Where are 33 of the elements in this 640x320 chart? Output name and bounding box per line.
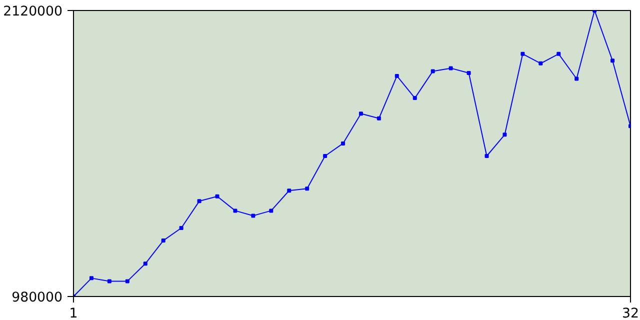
point: [484, 154, 489, 158]
point: [143, 262, 148, 266]
x-tick-label: 32: [622, 306, 639, 320]
point: [448, 66, 453, 70]
point: [125, 279, 130, 284]
point: [233, 208, 238, 213]
point: [161, 238, 166, 243]
point: [538, 61, 543, 66]
point: [251, 214, 256, 218]
point: [215, 194, 220, 198]
point: [358, 112, 363, 116]
point: [107, 279, 112, 284]
point: [430, 69, 435, 74]
point: [89, 276, 94, 280]
point: [305, 186, 310, 191]
point: [323, 154, 328, 158]
point: [556, 52, 561, 56]
point: [466, 70, 471, 75]
point: [502, 132, 507, 137]
y-tick-label: 980000: [12, 290, 63, 306]
point: [269, 208, 274, 213]
point: [520, 52, 525, 56]
point: [287, 188, 292, 193]
x-tick-label: 1: [69, 306, 78, 320]
point: [412, 96, 417, 100]
point: [610, 58, 615, 63]
point: [574, 76, 579, 81]
point: [341, 141, 346, 146]
point: [197, 199, 202, 204]
point: [394, 74, 399, 78]
point: [376, 116, 381, 120]
point: [179, 226, 184, 230]
y-tick-label: 2120000: [3, 4, 62, 20]
